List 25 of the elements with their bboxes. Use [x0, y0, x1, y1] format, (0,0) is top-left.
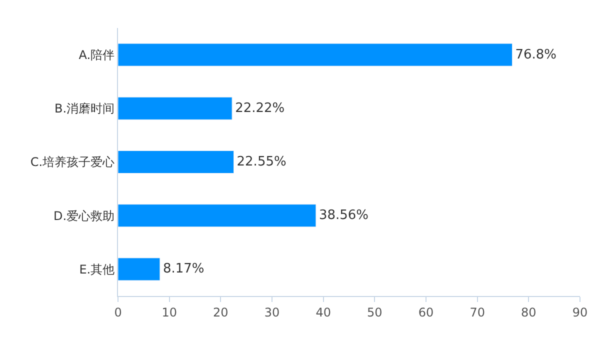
x-tick-label: 80	[521, 305, 536, 320]
data-label: 76.8%	[515, 47, 557, 62]
bar	[118, 43, 512, 66]
y-tick-label: A.陪伴	[78, 48, 115, 62]
y-tick-label: B.消磨时间	[54, 102, 115, 116]
y-tick-label: D.爱心救助	[54, 208, 115, 223]
x-tick-label: 10	[162, 305, 177, 320]
x-tick-label: 60	[418, 305, 434, 320]
bar	[118, 258, 160, 281]
bar	[118, 96, 232, 120]
x-tick-label: 20	[213, 305, 228, 320]
data-label: 22.55%	[236, 154, 286, 170]
x-tick-label: 70	[470, 305, 485, 320]
x-tick-label: 50	[367, 305, 382, 320]
bar	[118, 204, 316, 228]
data-label: 38.56%	[318, 208, 369, 224]
x-tick-label: 40	[316, 305, 331, 320]
y-tick-label: E.其他	[79, 262, 115, 276]
data-label: 22.22%	[235, 100, 285, 116]
x-tick-label: 0	[114, 305, 122, 320]
x-tick-label: 30	[264, 305, 280, 320]
bar	[118, 150, 234, 174]
y-tick-label: C.培养孩子爱心	[30, 155, 115, 170]
x-tick-label: 90	[572, 305, 588, 320]
data-label: 8.17%	[162, 262, 204, 277]
